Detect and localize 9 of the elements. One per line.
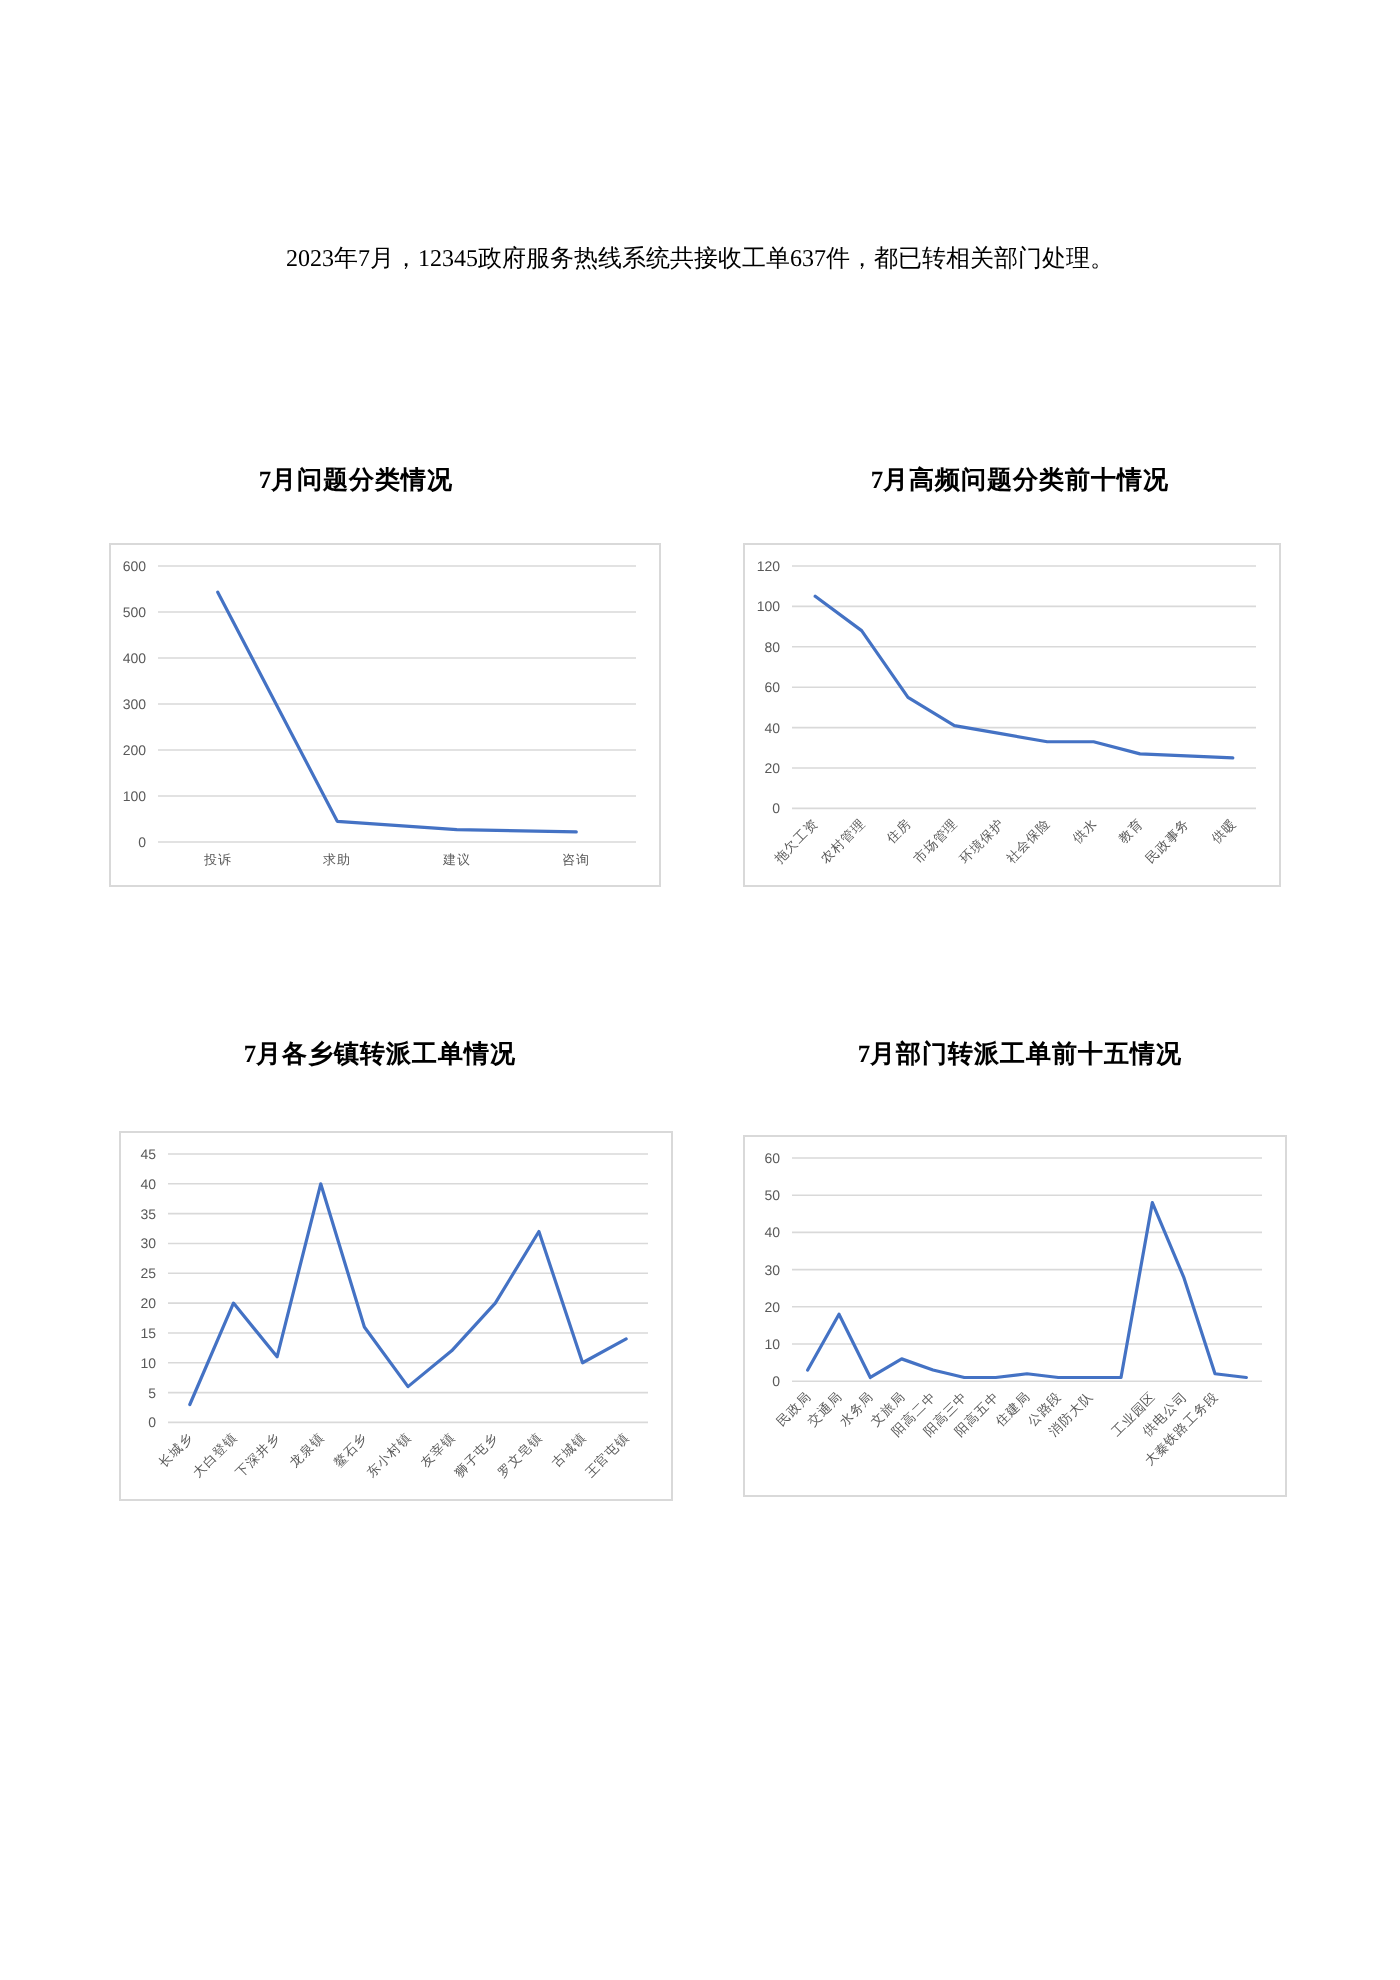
text: 2023年7月，12345政府服务热线系统共接收工单637件，都已转相关部门处理。 — [286, 244, 1114, 272]
chart-title: 7月各乡镇转派工单情况 — [243, 1038, 519, 1068]
line-series — [188, 1182, 628, 1407]
line-series — [813, 594, 1235, 760]
line-series — [806, 1201, 1248, 1380]
chart-title: 7月部门转派工单前十五情况 — [857, 1038, 1185, 1068]
chart-title: 7月问题分类情况 — [258, 466, 456, 494]
line-series — [216, 590, 578, 834]
chart-title: 7月高频问题分类前十情况 — [870, 464, 1172, 494]
